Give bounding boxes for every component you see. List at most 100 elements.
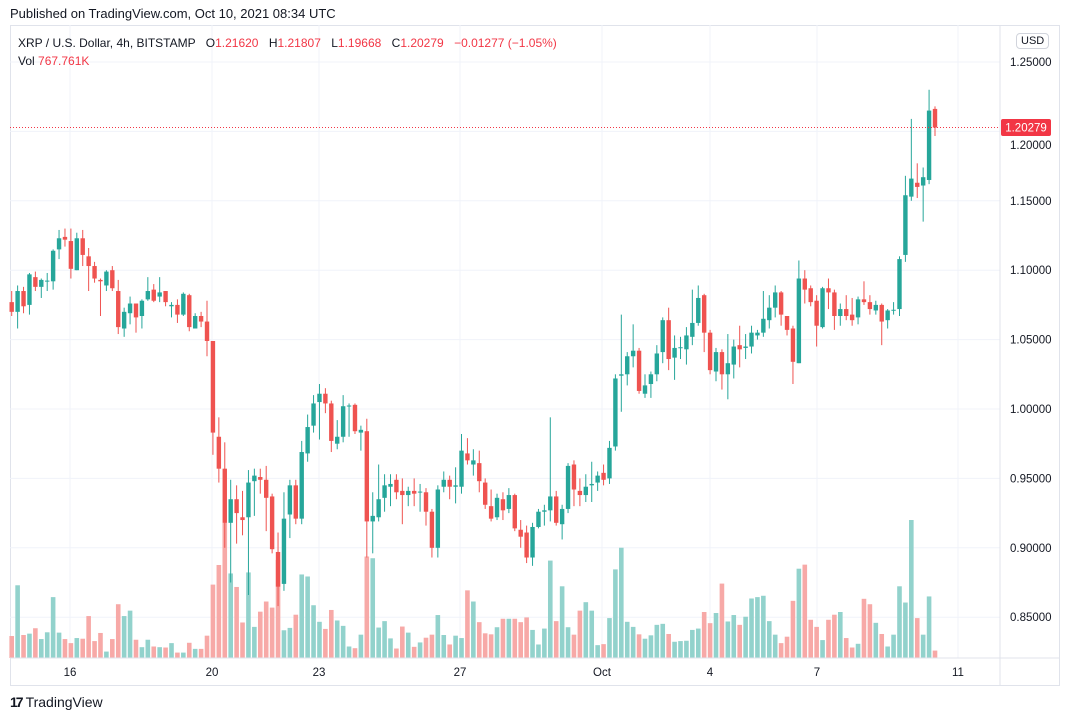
currency-button[interactable]: USD bbox=[1016, 33, 1050, 49]
candle-body bbox=[139, 300, 145, 317]
volume-bar bbox=[690, 629, 695, 658]
candle-body bbox=[820, 288, 825, 328]
candle-body bbox=[731, 346, 736, 365]
candle-body bbox=[601, 472, 606, 480]
time-tick-label: 27 bbox=[454, 667, 467, 679]
volume-bar bbox=[891, 634, 896, 658]
candle-body bbox=[518, 529, 523, 537]
volume-bar bbox=[352, 648, 358, 658]
price-tick-label: 1.25000 bbox=[1010, 57, 1052, 69]
volume-bar bbox=[808, 619, 814, 658]
candle-body bbox=[749, 332, 754, 347]
candle-body bbox=[790, 328, 796, 362]
candle-body bbox=[74, 238, 80, 271]
volume-bar bbox=[624, 621, 630, 658]
candle-body bbox=[915, 182, 920, 187]
volume-bar bbox=[38, 639, 44, 658]
candle-body bbox=[696, 297, 701, 323]
candle-body bbox=[542, 510, 547, 512]
candle-body bbox=[903, 195, 908, 255]
volume-bar bbox=[364, 556, 370, 658]
volume-bar bbox=[832, 614, 837, 658]
volume-bar bbox=[429, 634, 435, 658]
candle-body bbox=[400, 490, 405, 496]
volume-bar bbox=[234, 586, 239, 658]
candle-body bbox=[187, 295, 192, 328]
candle-body bbox=[589, 483, 594, 486]
candle-body bbox=[92, 266, 97, 279]
volume-bar bbox=[459, 638, 464, 658]
candle-body bbox=[559, 508, 565, 525]
volume-bar bbox=[482, 633, 488, 658]
candle-body bbox=[565, 465, 571, 509]
candle-body bbox=[814, 300, 819, 326]
volume-row: Vol 767.761K bbox=[18, 52, 557, 70]
tradingview-logo[interactable]: 17 TradingView bbox=[10, 694, 103, 710]
candle-body bbox=[536, 511, 541, 527]
last-price-value: 1.20279 bbox=[1005, 123, 1047, 135]
volume-bar bbox=[175, 652, 180, 658]
volume-bar bbox=[684, 640, 689, 658]
volume-bar bbox=[21, 635, 26, 658]
volume-bar bbox=[358, 634, 364, 658]
volume-bar bbox=[453, 635, 458, 658]
candle-body bbox=[181, 293, 186, 315]
volume-bar bbox=[530, 629, 535, 658]
candle-body bbox=[281, 518, 287, 584]
candle-body bbox=[269, 496, 275, 550]
candle-body bbox=[725, 363, 731, 375]
candle-body bbox=[56, 238, 62, 250]
candle-body bbox=[630, 350, 636, 357]
price-axis[interactable]: 1.25000 1.20000 1.15000 1.10000 1.05000 1.000… bbox=[1010, 57, 1052, 624]
volume-bar bbox=[74, 638, 80, 658]
candle-body bbox=[39, 279, 44, 287]
volume-bar bbox=[630, 626, 636, 658]
price-tick-label: 0.95000 bbox=[1010, 473, 1052, 485]
volume-bar bbox=[784, 636, 790, 658]
time-tick-label: 7 bbox=[814, 667, 820, 679]
volume-bar bbox=[121, 616, 127, 658]
volume-bar bbox=[186, 642, 192, 658]
candle-body bbox=[411, 490, 417, 494]
candle-body bbox=[447, 479, 452, 487]
candle-body bbox=[376, 499, 381, 518]
candle-body bbox=[755, 332, 760, 336]
volume-bar bbox=[50, 597, 56, 658]
candle-body bbox=[80, 238, 85, 255]
published-note: Published on TradingView.com, Oct 10, 20… bbox=[10, 6, 336, 21]
volume-label: Vol bbox=[18, 54, 35, 68]
volume-bar bbox=[838, 612, 843, 658]
candle-body bbox=[932, 108, 938, 128]
volume-bar bbox=[127, 610, 133, 658]
volume-bar bbox=[210, 584, 216, 658]
volume-bar bbox=[435, 615, 441, 658]
symbol-title[interactable]: XRP / U.S. Dollar, 4h, BITSTAMP bbox=[18, 36, 196, 50]
low-label: L bbox=[331, 36, 338, 50]
volume-bar bbox=[571, 634, 577, 658]
candle-body bbox=[690, 322, 695, 337]
price-tick-label: 1.15000 bbox=[1010, 196, 1052, 208]
high-value: 1.21807 bbox=[277, 36, 321, 50]
volume-bar bbox=[27, 633, 32, 658]
candle-body bbox=[672, 347, 677, 358]
low-value: 1.19668 bbox=[337, 36, 382, 50]
volume-bar bbox=[204, 635, 210, 658]
volume-bar bbox=[92, 641, 97, 658]
candle-body bbox=[204, 321, 210, 341]
candle-body bbox=[719, 352, 725, 375]
volume-bar bbox=[411, 646, 417, 658]
candle-body bbox=[808, 288, 813, 303]
volume-bar bbox=[743, 616, 748, 658]
volume-bar bbox=[86, 616, 91, 658]
close-value: 1.20279 bbox=[400, 36, 444, 50]
volume-bar bbox=[15, 585, 20, 658]
price-tick-label: 1.20000 bbox=[1010, 140, 1052, 152]
candle-body bbox=[163, 291, 168, 303]
time-axis[interactable]: 16 20 23 27 Oct 4 7 11 bbox=[64, 667, 964, 679]
candle-body bbox=[9, 302, 14, 312]
candle-body bbox=[613, 378, 618, 447]
volume-bar bbox=[731, 615, 737, 658]
candle-body bbox=[104, 271, 109, 286]
volume-bar bbox=[340, 625, 346, 658]
